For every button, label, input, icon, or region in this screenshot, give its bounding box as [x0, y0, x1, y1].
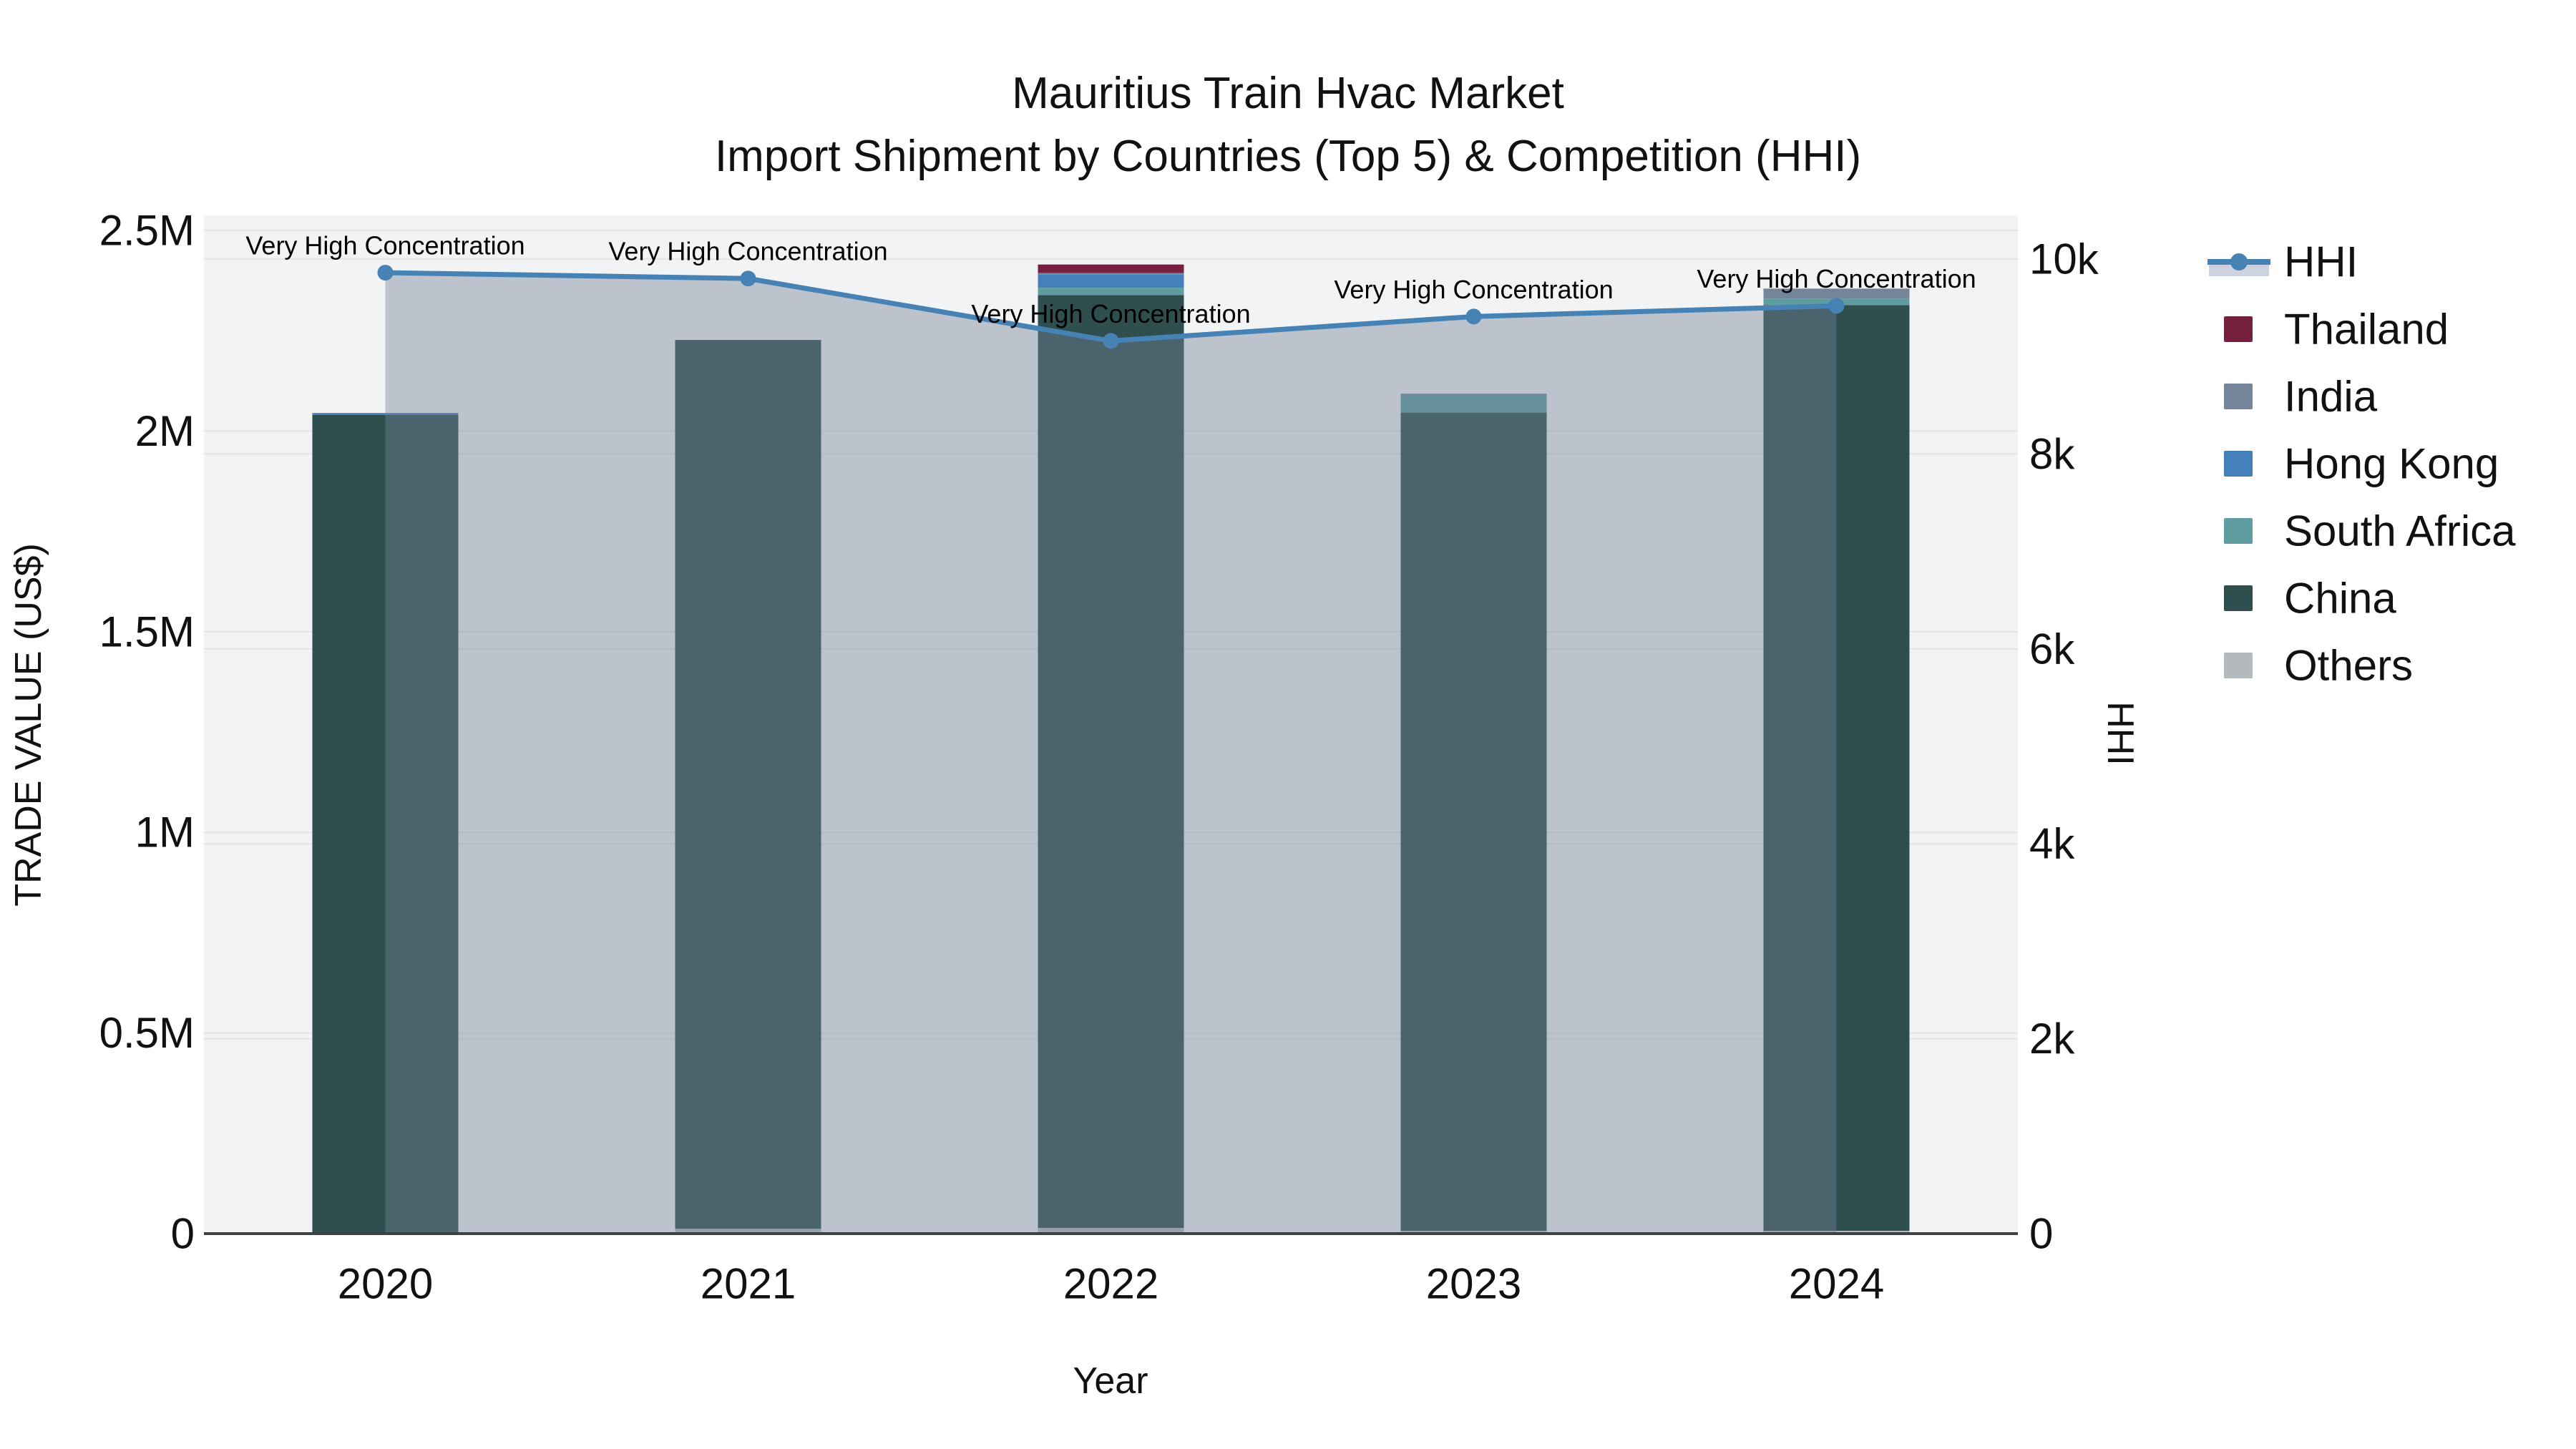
- legend-label-india[interactable]: India: [2284, 373, 2378, 421]
- legend-label-south-africa[interactable]: South Africa: [2284, 507, 2516, 555]
- bar-india-2022: [1038, 273, 1184, 275]
- legend-swatch-others[interactable]: [2224, 653, 2253, 678]
- legend-label-hhi[interactable]: HHI: [2284, 238, 2358, 286]
- y-right-tick: 8k: [2029, 430, 2075, 478]
- bar-thailand-2022: [1038, 264, 1184, 273]
- legend-swatch-thailand[interactable]: [2224, 316, 2253, 342]
- hhi-marker-2024: [1828, 298, 1845, 314]
- legend-item-india[interactable]: India: [2224, 373, 2378, 421]
- hhi-marker-2022: [1103, 333, 1119, 349]
- y-left-tick: 1.5M: [99, 608, 195, 655]
- annotation-2024: Very High Concentration: [1697, 264, 1976, 293]
- x-tick-2022: 2022: [1063, 1260, 1158, 1308]
- bar-india-2024: [1763, 288, 1910, 299]
- legend-item-hhi[interactable]: HHI: [2207, 238, 2358, 286]
- bar-china-2024: [1763, 305, 1910, 1231]
- bar-hong-kong-2022: [1038, 274, 1184, 288]
- legend-swatch-china[interactable]: [2224, 585, 2253, 611]
- legend-item-thailand[interactable]: Thailand: [2224, 306, 2449, 353]
- bar-hong-kong-2020: [312, 413, 459, 415]
- hhi-marker-2020: [377, 265, 394, 281]
- legend-label-thailand[interactable]: Thailand: [2284, 306, 2449, 353]
- annotation-2020: Very High Concentration: [245, 231, 525, 260]
- legend-item-hong-kong[interactable]: Hong Kong: [2224, 440, 2499, 488]
- y-left-tick: 0.5M: [99, 1009, 195, 1057]
- bar-india-2023: [1400, 394, 1547, 396]
- hhi-marker-2021: [740, 270, 756, 287]
- chart-subtitle: Import Shipment by Countries (Top 5) & C…: [714, 132, 1862, 181]
- legend-label-others[interactable]: Others: [2284, 642, 2413, 690]
- y-left-tick: 1M: [135, 809, 195, 857]
- legend-swatch-india[interactable]: [2224, 384, 2253, 409]
- x-tick-2023: 2023: [1426, 1260, 1521, 1308]
- legend-swatch-south-africa[interactable]: [2224, 518, 2253, 544]
- bar-china-2020: [312, 414, 459, 1234]
- annotation-2021: Very High Concentration: [608, 237, 887, 266]
- y-left-tick: 2M: [135, 407, 195, 455]
- x-tick-2020: 2020: [338, 1260, 433, 1308]
- legend-swatch-hong-kong[interactable]: [2224, 451, 2253, 477]
- bar-south-africa-2022: [1038, 288, 1184, 296]
- y-left-tick: 0: [171, 1210, 195, 1258]
- x-axis-title: Year: [1073, 1360, 1148, 1402]
- y-right-tick: 2k: [2029, 1015, 2075, 1063]
- x-tick-2024: 2024: [1789, 1260, 1884, 1308]
- legend-item-others[interactable]: Others: [2224, 642, 2413, 690]
- bar-south-africa-2023: [1400, 395, 1547, 413]
- legend-item-china[interactable]: China: [2224, 575, 2396, 623]
- y-left-tick: 2.5M: [99, 207, 195, 255]
- legend-item-south-africa[interactable]: South Africa: [2224, 507, 2516, 555]
- legend-label-china[interactable]: China: [2284, 575, 2396, 623]
- bar-china-2021: [675, 340, 821, 1229]
- chart-title: Mauritius Train Hvac Market: [1012, 69, 1564, 118]
- hhi-marker-2023: [1465, 308, 1482, 325]
- bar-china-2023: [1400, 412, 1547, 1231]
- legend-label-hong-kong[interactable]: Hong Kong: [2284, 440, 2499, 488]
- bar-others-2022: [1038, 1228, 1184, 1234]
- y-right-tick: 0: [2029, 1210, 2053, 1258]
- annotation-2023: Very High Concentration: [1334, 275, 1613, 304]
- bar-china-2022: [1038, 295, 1184, 1229]
- x-tick-2021: 2021: [701, 1260, 796, 1308]
- y-right-tick: 4k: [2029, 820, 2075, 868]
- bar-others-2021: [675, 1229, 821, 1234]
- y-right-tick: 6k: [2029, 625, 2075, 673]
- annotation-2022: Very High Concentration: [971, 299, 1250, 328]
- hhi-area: [385, 273, 1837, 1234]
- y-right-tick: 10k: [2029, 235, 2099, 283]
- legend-hhi-marker[interactable]: [2230, 253, 2248, 270]
